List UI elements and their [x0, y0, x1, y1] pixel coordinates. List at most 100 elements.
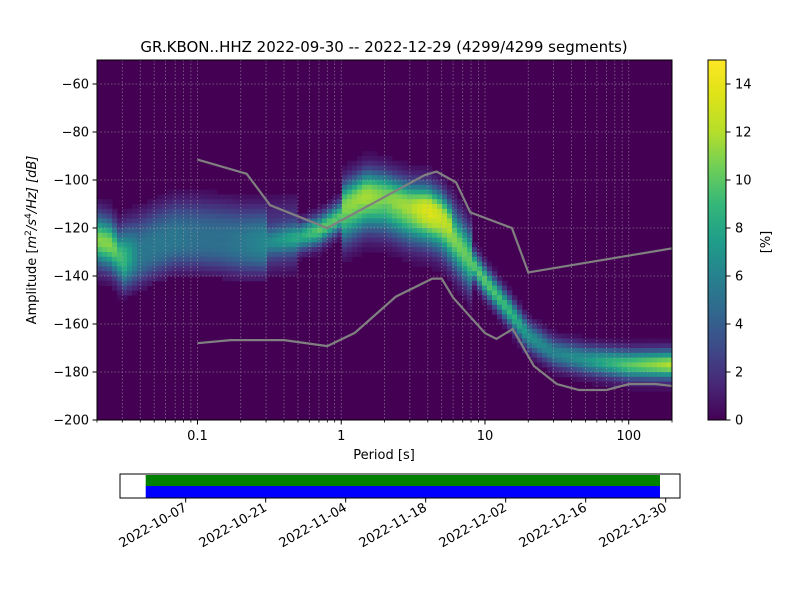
heatmap-cell — [292, 242, 298, 248]
heatmap-cell — [432, 223, 438, 229]
heatmap-cell — [232, 256, 238, 262]
heatmap-cell — [402, 213, 408, 219]
heatmap-cell — [512, 295, 518, 301]
heatmap-cell — [402, 189, 408, 195]
heatmap-cell — [527, 319, 533, 325]
heatmap-cell — [592, 372, 598, 378]
heatmap-cell — [277, 266, 283, 272]
heatmap-cell — [457, 232, 463, 238]
heatmap-cell — [177, 223, 183, 229]
heatmap-cell — [222, 242, 228, 248]
heatmap-cell — [522, 338, 528, 344]
heatmap-cell — [287, 252, 293, 258]
heatmap-cell — [367, 218, 373, 224]
heatmap-cell — [412, 189, 418, 195]
heatmap-cell — [227, 204, 233, 210]
heatmap-cell — [442, 189, 448, 195]
heatmap-cell — [462, 271, 468, 277]
heatmap-cell — [297, 247, 303, 253]
heatmap-cell — [357, 189, 363, 195]
heatmap-cell — [317, 252, 323, 258]
heatmap-cell — [167, 242, 173, 248]
heatmap-cell — [107, 218, 113, 224]
heatmap-cell — [267, 247, 273, 253]
heatmap-cell — [167, 199, 173, 205]
heatmap-cell — [667, 357, 672, 363]
heatmap-cell — [512, 304, 518, 310]
heatmap-cell — [187, 204, 193, 210]
heatmap-cell — [502, 319, 508, 325]
heatmap-cell — [122, 218, 128, 224]
heatmap-cell — [142, 228, 148, 234]
heatmap-cell — [227, 256, 233, 262]
heatmap-cell — [607, 372, 613, 378]
heatmap-cell — [192, 228, 198, 234]
heatmap-cell — [477, 256, 483, 262]
heatmap-cell — [552, 333, 558, 339]
heatmap-cell — [362, 189, 368, 195]
heatmap-cell — [182, 237, 188, 243]
heatmap-cell — [237, 218, 243, 224]
heatmap-cell — [652, 367, 658, 373]
heatmap-cell — [202, 223, 208, 229]
heatmap-cell — [222, 228, 228, 234]
heatmap-cell — [162, 271, 168, 277]
heatmap-cell — [417, 228, 423, 234]
heatmap-cell — [572, 333, 578, 339]
heatmap-cell — [212, 252, 218, 258]
heatmap-cell — [197, 228, 203, 234]
heatmap-cell — [662, 362, 668, 368]
heatmap-cell — [377, 180, 383, 186]
heatmap-cell — [297, 252, 303, 258]
heatmap-cell — [617, 376, 623, 382]
heatmap-cell — [477, 280, 483, 286]
heatmap-cell — [137, 232, 143, 238]
heatmap-cell — [177, 252, 183, 258]
heatmap-cell — [557, 372, 563, 378]
heatmap-cell — [372, 247, 378, 253]
heatmap-cell — [442, 242, 448, 248]
heatmap-cell — [412, 170, 418, 176]
heatmap-cell — [542, 324, 548, 330]
heatmap-cell — [347, 228, 353, 234]
heatmap-cell — [457, 223, 463, 229]
heatmap-cell — [357, 194, 363, 200]
heatmap-cell — [552, 348, 558, 354]
heatmap-cell — [392, 184, 398, 190]
heatmap-cell — [352, 208, 358, 214]
heatmap-cell — [592, 362, 598, 368]
heatmap-cell — [617, 362, 623, 368]
heatmap-cell — [337, 199, 343, 205]
heatmap-cell — [217, 252, 223, 258]
heatmap-cell — [342, 252, 348, 258]
heatmap-cell — [362, 160, 368, 166]
chart-title: GR.KBON..HHZ 2022-09-30 -- 2022-12-29 (4… — [140, 38, 627, 56]
heatmap-cell — [302, 223, 308, 229]
heatmap-cell — [347, 237, 353, 243]
heatmap-cell — [212, 204, 218, 210]
heatmap-cell — [217, 247, 223, 253]
heatmap-cell — [182, 261, 188, 267]
heatmap-cell — [192, 271, 198, 277]
heatmap-cell — [262, 276, 268, 282]
heatmap-cell — [417, 208, 423, 214]
heatmap-cell — [102, 218, 108, 224]
heatmap-cell — [162, 252, 168, 258]
heatmap-cell — [397, 194, 403, 200]
heatmap-cell — [422, 208, 428, 214]
heatmap-cell — [247, 199, 253, 205]
heatmap-cell — [422, 189, 428, 195]
heatmap-cell — [472, 242, 478, 248]
heatmap-cell — [297, 218, 303, 224]
heatmap-cell — [262, 204, 268, 210]
heatmap-cell — [547, 357, 553, 363]
heatmap-cell — [567, 372, 573, 378]
colorbar-gradient — [708, 60, 726, 420]
x-tick-label: 100 — [616, 429, 641, 444]
heatmap-cell — [497, 319, 503, 325]
heatmap-cell — [607, 367, 613, 373]
heatmap-cell — [122, 266, 128, 272]
heatmap-cell — [267, 218, 273, 224]
heatmap-cell — [242, 256, 248, 262]
heatmap-cell — [527, 328, 533, 334]
